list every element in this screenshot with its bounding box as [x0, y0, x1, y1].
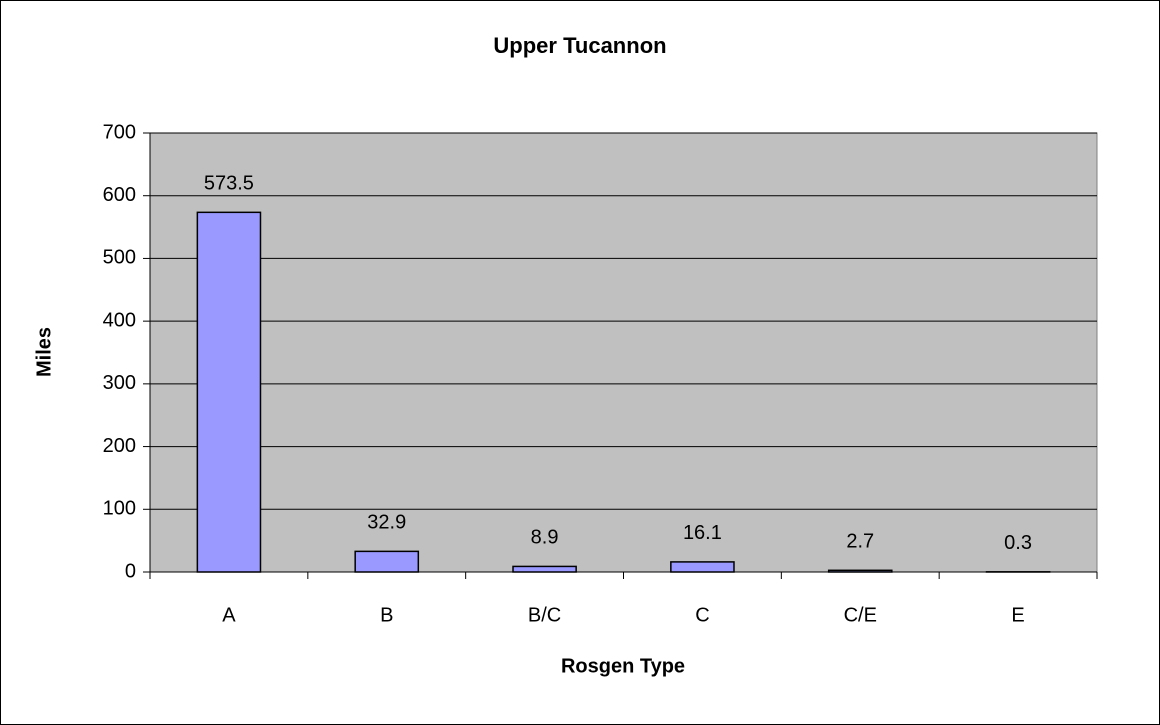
bar	[827, 569, 893, 573]
y-tick-label: 700	[103, 121, 136, 143]
data-label: 32.9	[367, 512, 406, 534]
data-label: 0.3	[1004, 532, 1032, 554]
x-axis-label: Rosgen Type	[561, 655, 685, 677]
data-label: 573.5	[204, 173, 254, 195]
y-axis-label: Miles	[33, 327, 55, 377]
x-tick-label: C	[695, 604, 709, 626]
bar	[354, 550, 420, 573]
data-label: 16.1	[683, 522, 722, 544]
bar	[512, 565, 577, 573]
y-tick-label: 200	[103, 435, 136, 457]
bar	[196, 211, 262, 573]
x-tick-label: E	[1011, 604, 1024, 626]
x-tick-label: A	[222, 604, 236, 626]
plot-area	[149, 132, 1098, 573]
data-label: 8.9	[531, 527, 559, 549]
y-tick-label: 400	[103, 309, 136, 331]
x-tick-label: B/C	[528, 604, 561, 626]
x-tick-label: C/E	[844, 604, 877, 626]
y-tick-label: 300	[103, 372, 136, 394]
bar	[670, 561, 735, 573]
x-tick-label: B	[380, 604, 393, 626]
y-tick-label: 600	[103, 184, 136, 206]
chart-title: Upper Tucannon	[493, 33, 666, 58]
y-tick-label: 0	[125, 560, 136, 582]
data-label: 2.7	[846, 531, 874, 553]
y-tick-label: 500	[103, 247, 136, 269]
y-tick-label: 100	[103, 498, 136, 520]
